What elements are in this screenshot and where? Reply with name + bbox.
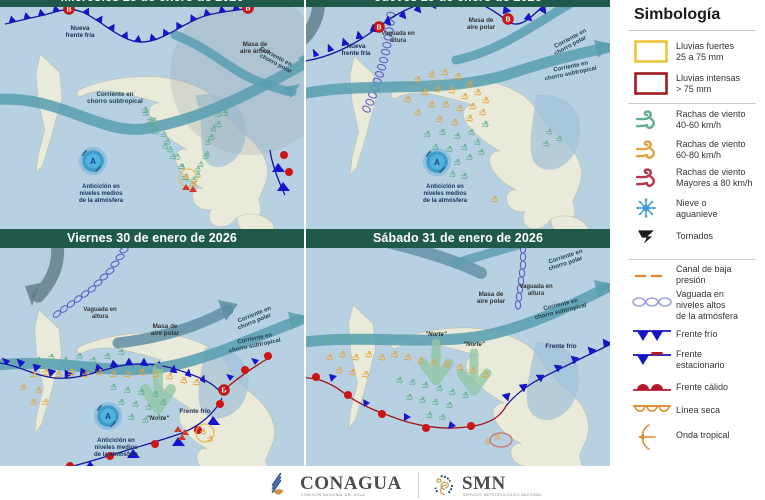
svg-text:Masa de: Masa de xyxy=(479,291,504,298)
svg-text:Frente frío: Frente frío xyxy=(179,408,210,415)
svg-text:"Norte": "Norte" xyxy=(425,332,447,338)
svg-text:Masa de: Masa de xyxy=(153,323,178,330)
svg-text:niveles medios: niveles medios xyxy=(423,191,467,197)
svg-text:aire polar: aire polar xyxy=(467,24,496,31)
svg-text:aire ártico: aire ártico xyxy=(240,48,270,55)
svg-text:B: B xyxy=(66,7,71,14)
svg-text:Vaguada en: Vaguada en xyxy=(381,31,415,37)
svg-text:B: B xyxy=(505,17,510,24)
svg-text:B: B xyxy=(376,25,381,32)
svg-text:de la atmósfera: de la atmósfera xyxy=(423,198,468,204)
svg-text:altura: altura xyxy=(92,314,109,320)
svg-text:Corriente en: Corriente en xyxy=(96,91,133,98)
svg-text:Frente frío: Frente frío xyxy=(545,343,576,350)
svg-text:Nueva: Nueva xyxy=(71,25,90,32)
svg-text:Anticiclón en: Anticiclón en xyxy=(82,184,120,190)
svg-text:Anticiclón en: Anticiclón en xyxy=(426,184,464,190)
svg-text:altura: altura xyxy=(390,38,407,44)
svg-text:niveles medios: niveles medios xyxy=(94,445,138,451)
svg-text:de la atmósfera: de la atmósfera xyxy=(94,452,139,458)
svg-text:altura: altura xyxy=(528,291,545,297)
svg-text:aire polar: aire polar xyxy=(151,330,180,337)
svg-text:Masa de: Masa de xyxy=(469,17,494,24)
svg-text:Vaguada en: Vaguada en xyxy=(519,284,553,290)
svg-text:niveles medios: niveles medios xyxy=(79,191,123,197)
svg-text:Anticiclón en: Anticiclón en xyxy=(97,438,135,444)
svg-text:frente fría: frente fría xyxy=(341,50,371,57)
svg-text:Vaguada en: Vaguada en xyxy=(83,307,117,313)
svg-text:"Norte": "Norte" xyxy=(463,342,485,348)
svg-text:aire polar: aire polar xyxy=(477,298,506,305)
svg-text:Masa de: Masa de xyxy=(243,41,268,48)
svg-text:Nueva: Nueva xyxy=(347,43,366,50)
svg-text:frente fría: frente fría xyxy=(65,32,95,39)
svg-text:de la atmósfera: de la atmósfera xyxy=(79,198,124,204)
svg-text:chorro subtropical: chorro subtropical xyxy=(87,98,143,105)
